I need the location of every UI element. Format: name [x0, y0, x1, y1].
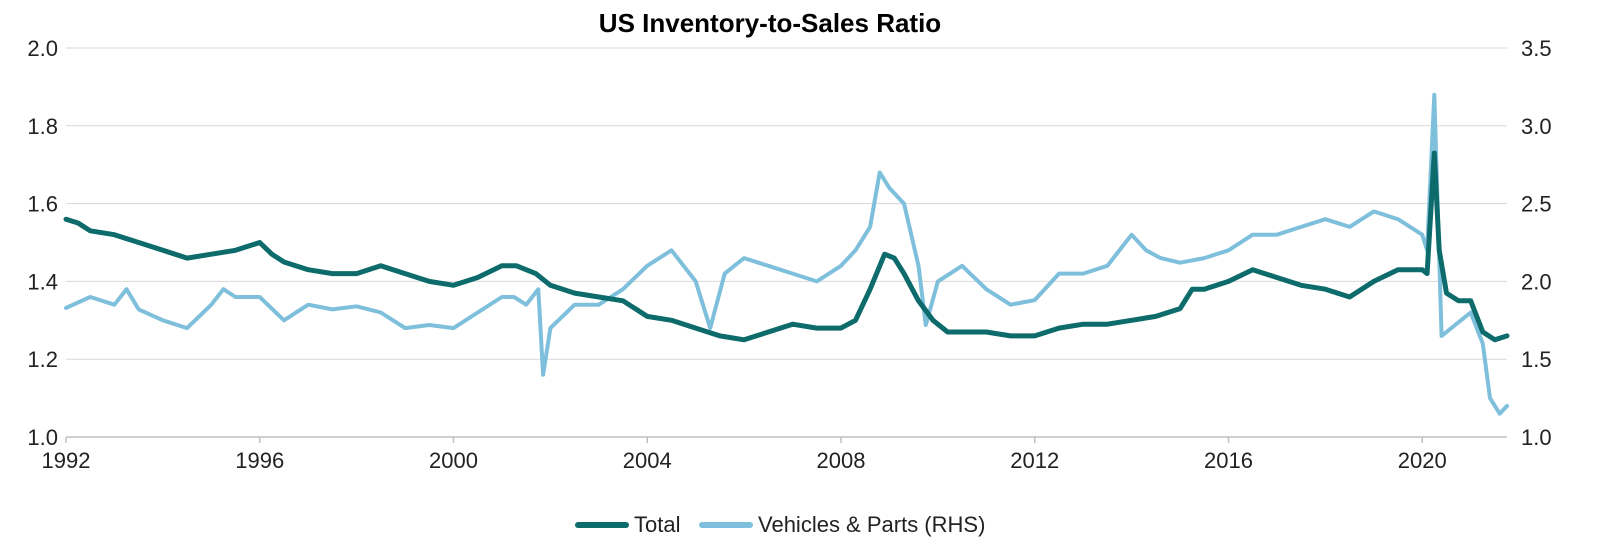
left-y-tick-label: 1.0: [27, 425, 58, 450]
chart-title: US Inventory-to-Sales Ratio: [599, 8, 941, 38]
series-line-vehicles-parts: [64, 92, 1509, 416]
left-y-tick-label: 1.6: [27, 192, 58, 217]
legend: Total Vehicles & Parts (RHS): [575, 512, 985, 537]
series-line-total: [63, 150, 1510, 343]
grid-lines: [66, 47, 1507, 438]
x-tick-label: 2020: [1398, 448, 1447, 473]
legend-label-total: Total: [634, 512, 680, 537]
x-tick-label: 2008: [817, 448, 866, 473]
legend-label-vehicles-parts: Vehicles & Parts (RHS): [758, 512, 985, 537]
right-y-tick-label: 1.0: [1521, 425, 1552, 450]
left-y-axis: 1.0 1.2 1.4 1.6 1.8 2.0: [27, 36, 58, 450]
x-axis: 1992 1996 2000 2004 2008 2012 2016 2020: [42, 436, 1507, 473]
x-tick-label: 1992: [42, 448, 91, 473]
x-tick-label: 2000: [429, 448, 478, 473]
x-tick-label: 2004: [623, 448, 672, 473]
x-tick-label: 2012: [1010, 448, 1059, 473]
left-y-tick-label: 1.8: [27, 114, 58, 139]
left-y-tick-label: 1.4: [27, 269, 58, 294]
right-y-tick-label: 1.5: [1521, 347, 1552, 372]
right-y-tick-label: 3.0: [1521, 114, 1552, 139]
right-y-tick-label: 3.5: [1521, 36, 1552, 61]
x-tick-label: 2016: [1204, 448, 1253, 473]
right-y-tick-label: 2.5: [1521, 192, 1552, 217]
x-tick-label: 1996: [235, 448, 284, 473]
left-y-tick-label: 1.2: [27, 347, 58, 372]
left-y-tick-label: 2.0: [27, 36, 58, 61]
right-y-axis: 1.0 1.5 2.0 2.5 3.0 3.5: [1521, 36, 1552, 450]
right-y-tick-label: 2.0: [1521, 269, 1552, 294]
series-lines: [63, 92, 1510, 416]
